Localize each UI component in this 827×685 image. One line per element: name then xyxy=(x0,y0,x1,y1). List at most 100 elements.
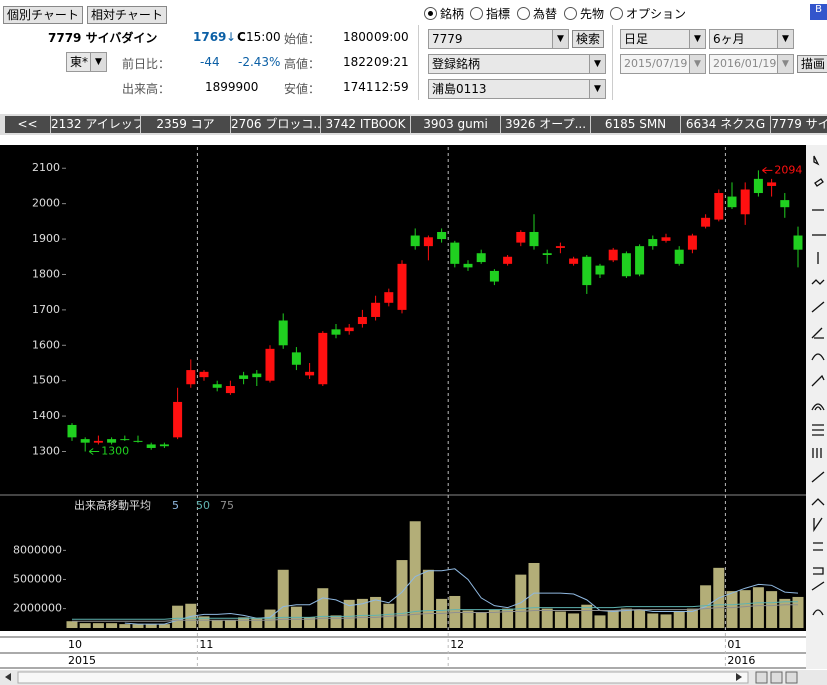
volume-bar xyxy=(739,590,751,628)
candle-body xyxy=(516,231,526,243)
candle-body xyxy=(569,258,579,264)
radio[interactable] xyxy=(517,7,530,20)
candle-body xyxy=(331,329,341,335)
candle-body xyxy=(357,316,367,325)
candle-body xyxy=(555,246,565,248)
reset[interactable] xyxy=(785,671,798,684)
x-tick-label: 11 xyxy=(199,638,213,651)
to-date[interactable]: 2016/01/19 ▼ xyxy=(709,54,794,74)
volume-bar xyxy=(198,616,210,628)
list-select[interactable]: 登録銘柄 ▼ xyxy=(428,54,606,74)
candle-body xyxy=(225,386,235,394)
volume-bar xyxy=(330,615,342,628)
open-value: 1800 xyxy=(343,30,374,44)
volume-bar xyxy=(422,569,434,628)
stock-tab[interactable]: 3903 gumi xyxy=(411,116,501,133)
volume-bar xyxy=(396,560,408,628)
volume-bar xyxy=(752,587,764,628)
stock-tab[interactable]: 6634 ネクスG xyxy=(681,116,771,133)
volume-bar xyxy=(370,596,382,628)
tab-button[interactable]: 個別チャート xyxy=(3,6,83,24)
volume-bar xyxy=(304,617,316,628)
to: 2016/01/19 xyxy=(713,57,777,70)
scroll-thumb[interactable] xyxy=(17,671,749,684)
plot-background xyxy=(0,145,806,631)
tab-button[interactable]: 相対チャート xyxy=(87,6,167,24)
stock-tab[interactable]: 2132 アイレップ xyxy=(51,116,141,133)
volume-bar xyxy=(106,623,118,628)
volume-bar xyxy=(79,623,91,628)
candle-body xyxy=(529,231,539,247)
candle-body xyxy=(687,235,697,250)
draw-button[interactable]: 描画 xyxy=(797,55,827,73)
candle-body xyxy=(714,193,724,220)
dropdown: ▼ xyxy=(589,55,605,73)
candle-body xyxy=(780,200,790,208)
radio-label: 銘柄 xyxy=(440,7,465,21)
candle-body xyxy=(595,265,605,275)
candle-body xyxy=(199,371,209,378)
from-date[interactable]: 2015/07/19 ▼ xyxy=(620,54,706,74)
candle-body xyxy=(173,401,183,438)
price-arrow: ↓ xyxy=(226,30,237,44)
annotation: 2094 xyxy=(774,163,802,176)
close-time: 15:00 xyxy=(246,30,281,44)
candle-body xyxy=(661,237,671,241)
volume-bar xyxy=(132,624,144,628)
code-input[interactable]: 7779 ▼ xyxy=(428,29,569,49)
stock-tab[interactable]: << xyxy=(5,116,51,133)
candle-body xyxy=(146,444,156,448)
stock-tab[interactable]: 3926 オープ... xyxy=(501,116,591,133)
legend-entry: 50 xyxy=(196,499,210,512)
label: 始値： xyxy=(284,32,321,46)
zoom-in[interactable] xyxy=(755,671,768,684)
volume-bar xyxy=(502,608,514,628)
period-select[interactable]: 日足 ▼ xyxy=(620,29,706,49)
x-tick-label: 01 xyxy=(727,638,741,651)
volume-bar xyxy=(581,604,593,628)
candle-body xyxy=(265,348,275,381)
zoom-out[interactable] xyxy=(770,671,783,684)
y-tick-label: 2100 xyxy=(32,161,60,174)
radio[interactable] xyxy=(470,7,483,20)
candle-body xyxy=(133,440,143,442)
candle-body xyxy=(371,302,381,317)
list-name-select[interactable]: 浦島0113 ▼ xyxy=(428,79,606,99)
market-select[interactable]: 東* ▼ xyxy=(66,52,107,72)
list: 登録銘柄 xyxy=(432,57,481,71)
market: 東* xyxy=(70,55,89,69)
volume-bar xyxy=(634,609,646,628)
span-select[interactable]: 6ヶ月 ▼ xyxy=(709,29,794,49)
separator xyxy=(612,25,613,100)
volume-bar xyxy=(779,598,791,628)
legend-entry: 5 xyxy=(172,499,179,512)
moving-average-line xyxy=(72,601,798,620)
label: 前日比： xyxy=(122,57,171,71)
candle-body xyxy=(503,256,513,264)
label: 出来高： xyxy=(122,82,171,96)
high-value: 1822 xyxy=(343,55,374,69)
candle-body xyxy=(727,196,737,208)
volume-bar xyxy=(251,618,263,628)
radio[interactable] xyxy=(424,7,437,20)
radio-label: 先物 xyxy=(580,7,605,21)
volume-bar xyxy=(660,614,672,628)
volume: 1899900 xyxy=(205,80,259,94)
b-button[interactable]: B xyxy=(810,4,827,20)
radio[interactable] xyxy=(610,7,623,20)
stock-tab[interactable]: 2359 コア xyxy=(141,116,231,133)
stock-tab[interactable]: 6185 SMN xyxy=(591,116,681,133)
candle-body xyxy=(278,320,288,346)
symbol: 7779 サイバダイン xyxy=(48,31,158,45)
volume-bar xyxy=(673,611,685,628)
search-button[interactable]: 検索 xyxy=(572,30,605,48)
candle-body xyxy=(476,253,486,263)
stock-tab[interactable]: 3742 ITBOOK xyxy=(321,116,411,133)
volume-bar xyxy=(686,608,698,628)
stock-tab[interactable]: 2706 ブロッコ... xyxy=(231,116,321,133)
tool[interactable] xyxy=(814,178,824,187)
dropdown: ▼ xyxy=(689,30,705,48)
stock-tab[interactable]: 7779 サイ xyxy=(771,116,827,133)
radio[interactable] xyxy=(564,7,577,20)
